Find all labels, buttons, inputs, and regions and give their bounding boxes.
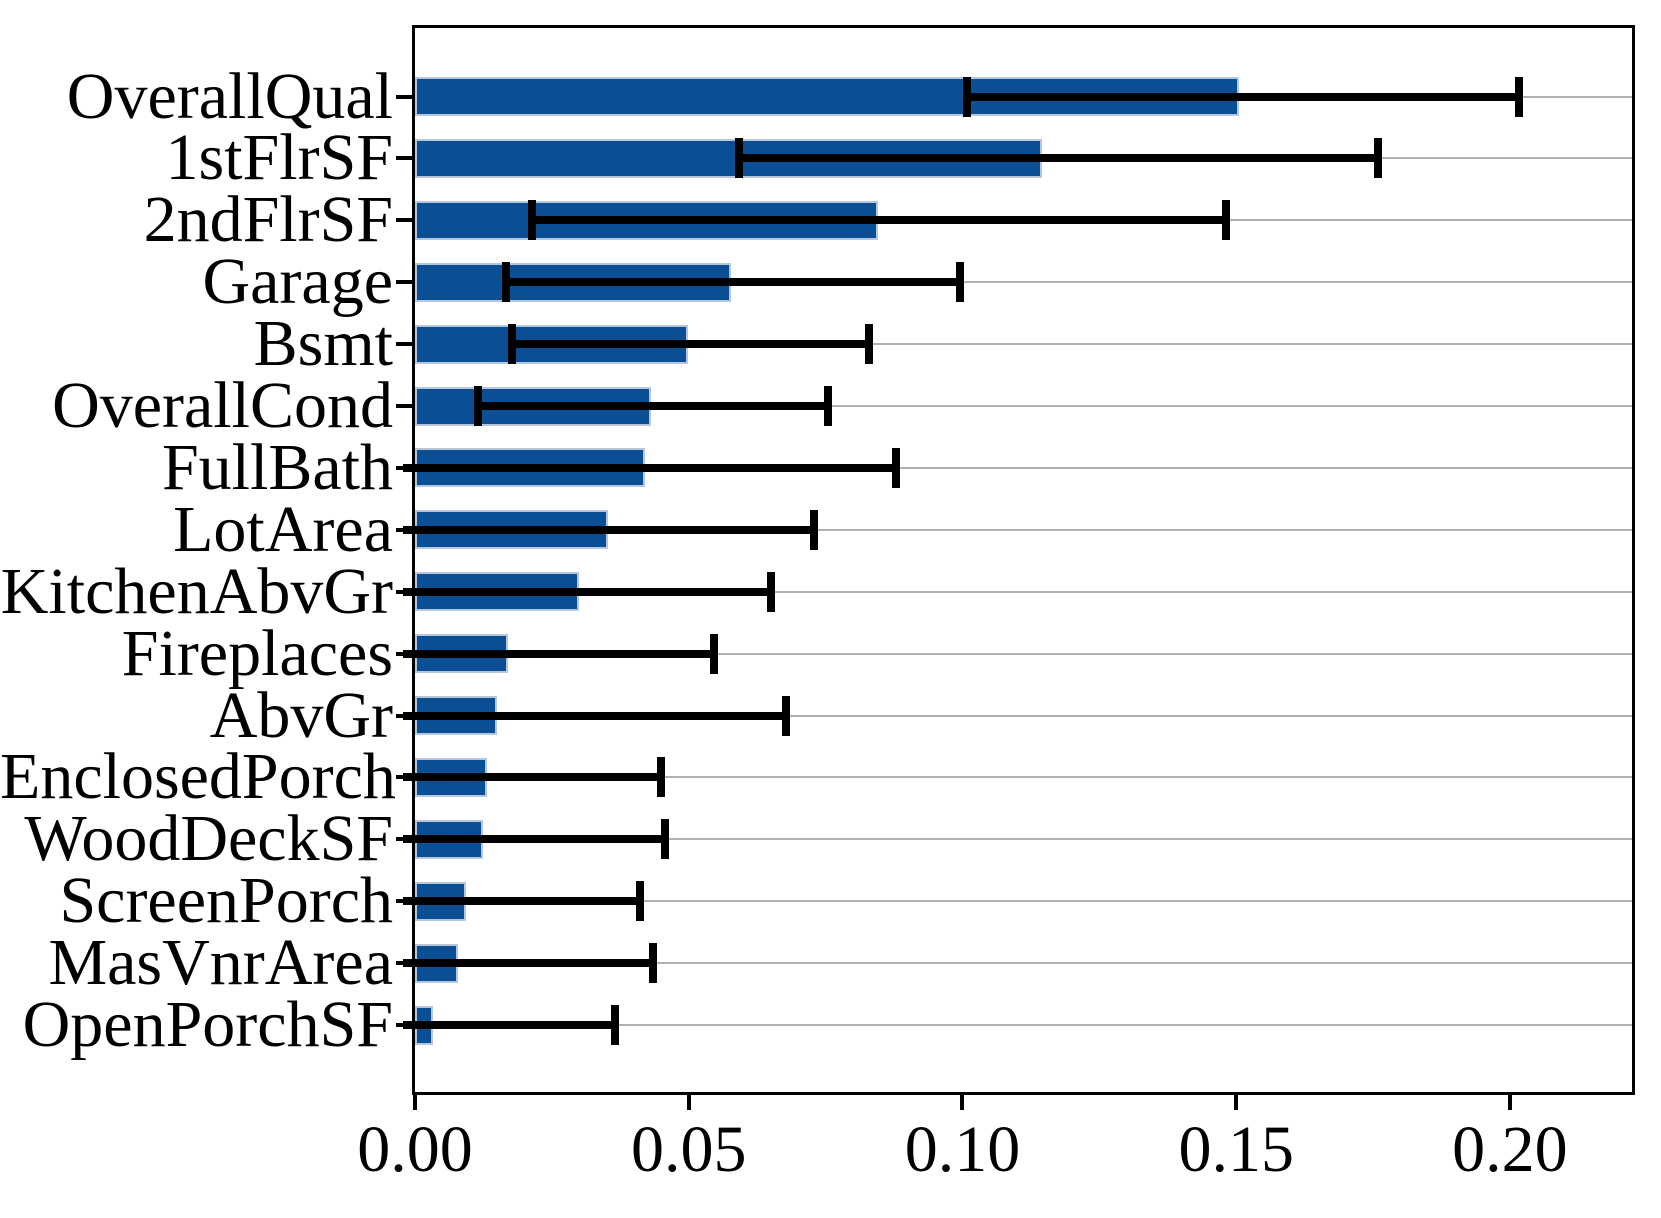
x-tick-0.10 — [960, 1095, 965, 1110]
x-tick-label-0.05: 0.05 — [630, 1113, 747, 1186]
error-cap-high-Garage — [956, 262, 965, 303]
y-tick-label-Garage: Garage — [202, 245, 393, 319]
error-bar-LotArea — [403, 525, 814, 534]
y-tick-label-OverallCond: OverallCond — [52, 369, 393, 442]
error-cap-high-WoodDeckSF — [660, 819, 669, 860]
gridline — [415, 652, 1632, 655]
y-tick-label-OverallQual: OverallQual — [66, 59, 393, 133]
y-tick-label-KitchenAbvGr: KitchenAbvGr — [0, 554, 393, 628]
x-tick-0.05 — [686, 1095, 691, 1110]
gridline — [415, 776, 1632, 779]
y-tick-2ndFlrSF — [396, 218, 413, 223]
error-cap-high-ScreenPorch — [636, 881, 644, 922]
error-cap-low-Bsmt — [507, 324, 516, 365]
error-cap-high-OverallQual — [1514, 76, 1523, 117]
y-tick-label-LotArea: LotArea — [173, 492, 393, 566]
y-tick-OverallCond — [396, 404, 413, 408]
gridline — [415, 838, 1632, 841]
y-tick-1stFlrSF — [396, 156, 413, 161]
y-tick-label-EnclosedPorch: EnclosedPorch — [0, 740, 396, 814]
y-tick-label-2ndFlrSF: 2ndFlrSF — [143, 183, 393, 257]
error-bar-AbvGr — [403, 711, 786, 720]
gridline — [415, 900, 1632, 903]
gridline — [415, 590, 1632, 593]
x-tick-label-0.15: 0.15 — [1178, 1113, 1294, 1186]
y-tick-OverallQual — [396, 94, 413, 99]
x-tick-label-0.10: 0.10 — [904, 1113, 1021, 1186]
bar-1stFlrSF — [415, 138, 1043, 178]
y-tick-label-ScreenPorch: ScreenPorch — [59, 864, 393, 938]
x-tick-0.20 — [1507, 1095, 1512, 1110]
error-bar-KitchenAbvGr — [403, 587, 772, 596]
y-tick-label-OpenPorchSF: OpenPorchSF — [22, 988, 393, 1061]
error-bar-WoodDeckSF — [403, 835, 665, 844]
error-bar-OpenPorchSF — [403, 1021, 615, 1029]
error-cap-high-FullBath — [891, 447, 900, 488]
error-bar-OverallQual — [967, 92, 1519, 101]
error-cap-low-OverallCond — [473, 386, 482, 426]
error-bar-2ndFlrSF — [532, 216, 1227, 225]
error-bar-EnclosedPorch — [403, 773, 662, 782]
gridline — [415, 466, 1632, 469]
error-bar-Fireplaces — [403, 649, 714, 658]
error-cap-low-1stFlrSF — [734, 138, 743, 179]
gridline — [415, 1024, 1632, 1026]
error-bar-MasVnrArea — [403, 959, 653, 968]
error-cap-high-OverallCond — [824, 386, 833, 426]
x-tick-label-0.20: 0.20 — [1452, 1113, 1568, 1186]
y-tick-label-WoodDeckSF: WoodDeckSF — [24, 802, 393, 876]
x-tick-label-0.00: 0.00 — [357, 1113, 473, 1186]
error-bar-1stFlrSF — [738, 154, 1378, 163]
error-cap-high-OpenPorchSF — [610, 1005, 619, 1045]
error-cap-low-2ndFlrSF — [528, 200, 537, 241]
y-tick-label-Fireplaces: Fireplaces — [121, 616, 393, 690]
error-cap-high-MasVnrArea — [648, 943, 657, 984]
error-cap-high-EnclosedPorch — [657, 757, 666, 798]
error-bar-Garage — [505, 278, 961, 287]
y-tick-Bsmt — [396, 342, 413, 347]
y-tick-label-MasVnrArea: MasVnrArea — [48, 926, 393, 1000]
y-tick-Garage — [396, 280, 413, 285]
error-cap-high-KitchenAbvGr — [767, 571, 776, 612]
error-cap-high-AbvGr — [781, 695, 790, 736]
x-tick-0.00 — [413, 1095, 417, 1110]
gridline — [415, 962, 1632, 965]
gridline — [415, 405, 1632, 407]
x-tick-0.15 — [1234, 1095, 1239, 1110]
error-cap-high-LotArea — [809, 509, 818, 550]
error-cap-high-2ndFlrSF — [1222, 200, 1231, 241]
error-bar-ScreenPorch — [403, 897, 640, 906]
error-cap-high-1stFlrSF — [1373, 138, 1382, 179]
error-cap-high-Bsmt — [865, 324, 874, 365]
y-tick-label-Bsmt: Bsmt — [253, 307, 393, 381]
bar-OverallQual — [415, 77, 1239, 116]
error-cap-low-Garage — [501, 262, 510, 303]
y-tick-label-FullBath: FullBath — [161, 430, 393, 504]
error-bar-OverallCond — [477, 402, 829, 410]
gridline — [415, 714, 1632, 717]
error-bar-Bsmt — [511, 340, 870, 349]
gridline — [415, 528, 1632, 531]
plot-area — [403, 25, 1635, 1095]
error-cap-low-OverallQual — [963, 76, 972, 117]
gridline — [415, 343, 1632, 346]
y-tick-label-1stFlrSF: 1stFlrSF — [165, 121, 393, 195]
error-bar-FullBath — [403, 463, 896, 472]
y-tick-label-AbvGr: AbvGr — [209, 678, 393, 752]
gridline — [415, 281, 1632, 284]
error-cap-high-Fireplaces — [709, 633, 718, 674]
